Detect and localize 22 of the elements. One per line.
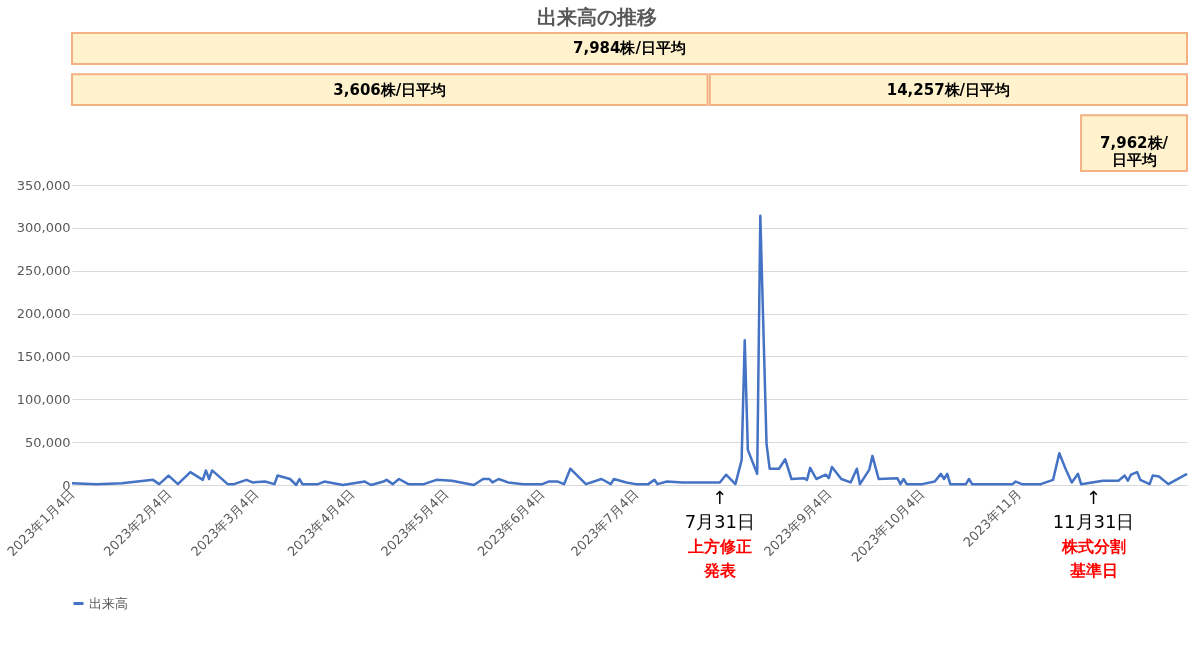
line-series [70,214,1189,487]
y-tick-label: 350,000 [16,177,71,193]
annotation: 11月31日 [1052,511,1135,532]
text: 上方修正 [686,537,752,556]
text: 発表 [702,561,737,580]
y-tick-label: 200,000 [16,306,71,322]
y-tick-label: 100,000 [16,391,71,407]
y-tick-label: 150,000 [16,348,71,364]
chart-title: 出来高の推移 [536,5,657,29]
y-tick-label: 50,000 [25,434,71,450]
annotation: ↑ [712,487,728,508]
y-tick-label: 300,000 [16,220,71,236]
text: 基準日 [1068,561,1118,580]
annotation: 7月31日 [684,511,755,532]
annotation: ↑ [1086,487,1102,508]
text: 14,257株/日平均 [886,80,1011,99]
y-tick-label: 250,000 [16,263,71,279]
text: 株式分割 [1060,537,1126,556]
text: 3,606株/日平均 [333,80,447,99]
text: 7,962株/日平均 [1100,134,1169,170]
legend-label: 出来高 [89,595,128,611]
text: 7,984株/日平均 [573,39,686,58]
